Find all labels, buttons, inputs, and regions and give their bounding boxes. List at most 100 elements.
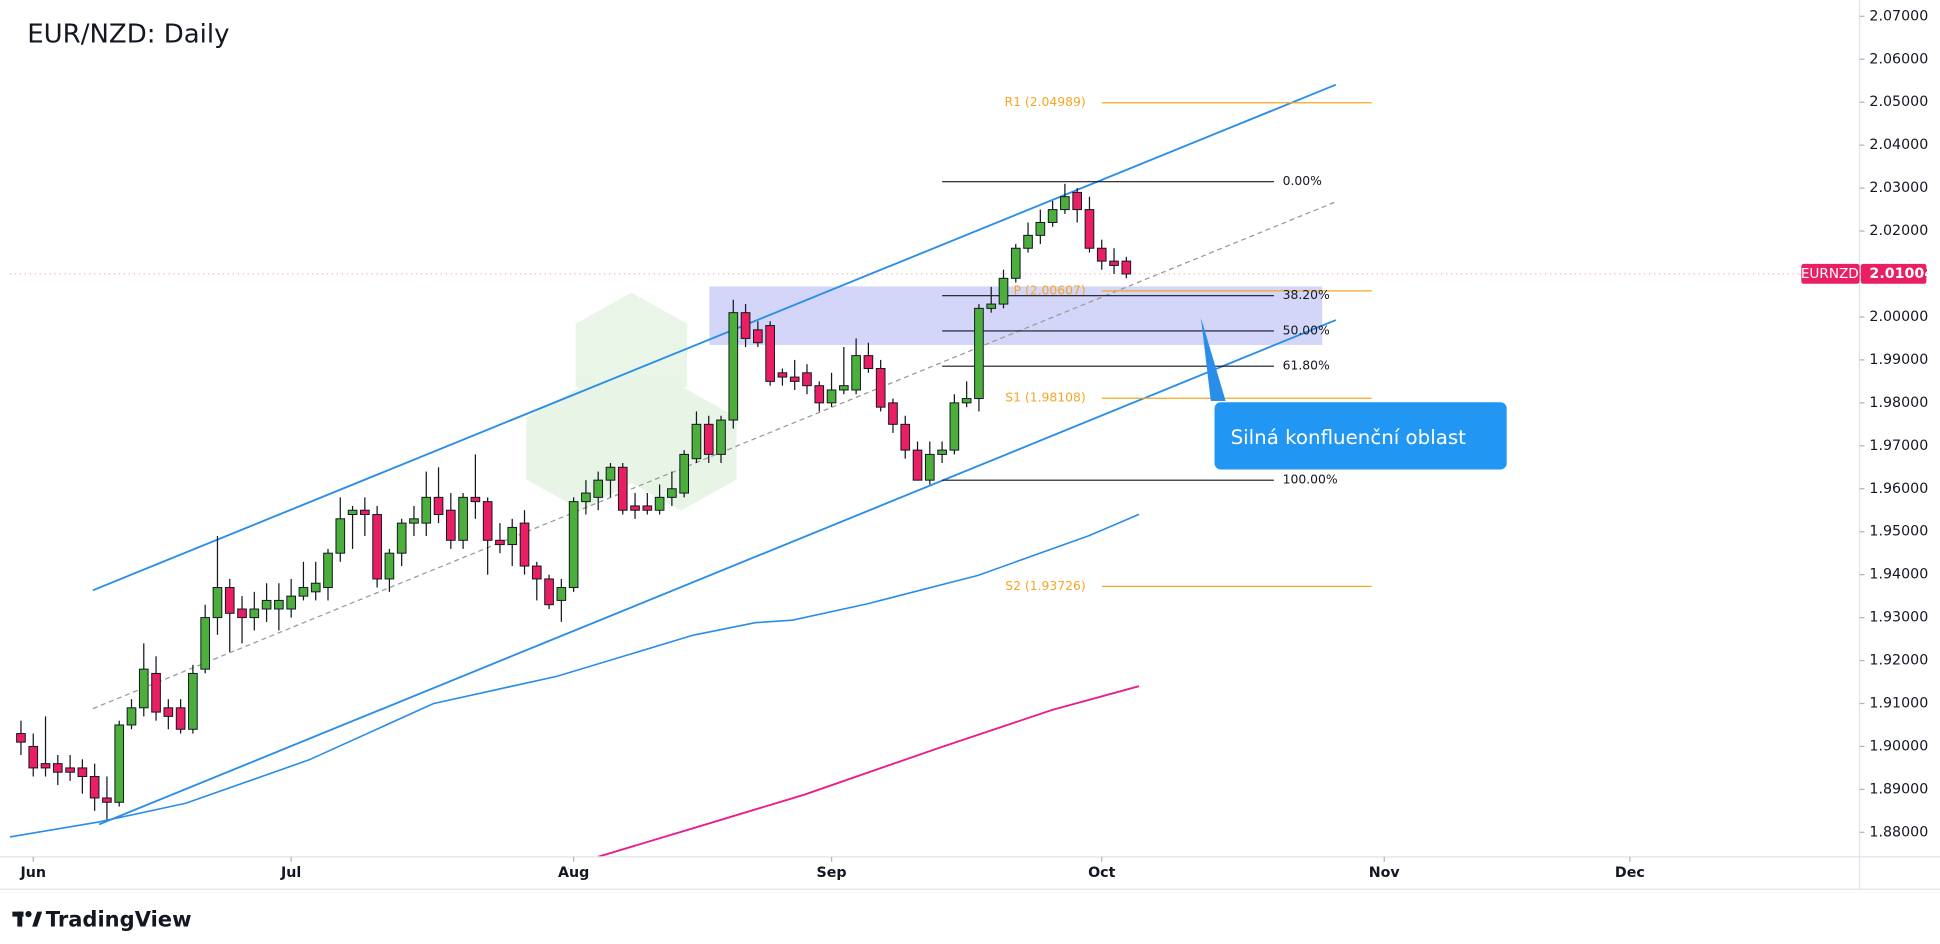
candle-body: [384, 552, 395, 580]
candle-body: [974, 307, 984, 400]
candle-body: [28, 745, 39, 769]
y-tick-label: 1.89000: [1869, 781, 1928, 797]
candle-body: [998, 277, 1009, 305]
candle-body: [642, 505, 653, 511]
y-tick-label: 2.00000: [1869, 309, 1928, 325]
y-tick-label: 1.97000: [1869, 438, 1928, 454]
candle-body: [421, 496, 432, 524]
candle-body: [163, 707, 174, 717]
candle-body: [630, 505, 640, 511]
chart-title: EUR/NZD: Daily: [27, 19, 229, 49]
y-tick-label: 1.98000: [1869, 395, 1928, 411]
candle-body: [347, 509, 358, 516]
candle-body: [1010, 247, 1021, 279]
y-tick-label: 1.88000: [1869, 824, 1928, 840]
candle-body: [875, 368, 886, 408]
candle-body: [126, 707, 137, 726]
channel-upper: [92, 83, 1337, 592]
fib-label: 0.00%: [1283, 173, 1323, 188]
x-tick-label: Oct: [1088, 865, 1116, 881]
y-tick-label: 2.04000: [1869, 137, 1928, 153]
candle-body: [495, 539, 505, 546]
candle-body: [617, 466, 628, 511]
x-tick-label: Dec: [1615, 865, 1645, 881]
candle-body: [777, 372, 788, 378]
x-tick-label: Aug: [558, 865, 589, 881]
candle-body: [581, 492, 591, 503]
candle-body: [1035, 221, 1046, 236]
candle-body: [298, 587, 309, 597]
candle-body: [667, 488, 677, 498]
y-tick-label: 2.02000: [1869, 223, 1928, 239]
x-tick-label: Sep: [817, 865, 847, 881]
candle-body: [175, 707, 186, 730]
candle-body: [593, 479, 604, 498]
y-tick-label: 1.96000: [1869, 481, 1928, 497]
candle-body: [1023, 234, 1033, 249]
candle-body: [335, 518, 346, 554]
fib-label: 38.20%: [1283, 287, 1330, 302]
x-tick-label: Nov: [1369, 865, 1401, 881]
candle-body: [654, 496, 665, 511]
candle-body: [863, 355, 874, 369]
candle-body: [728, 312, 739, 421]
channel-lower: [98, 319, 1337, 826]
candle-body: [765, 325, 775, 382]
candle-body: [200, 617, 211, 670]
candle-body: [1060, 196, 1070, 211]
candle-body: [1096, 247, 1107, 262]
candle-body: [212, 587, 223, 619]
candle-body: [249, 608, 260, 619]
candle-body: [445, 509, 456, 541]
callout-box: [1214, 402, 1507, 470]
candle-body: [323, 552, 333, 589]
candle-body: [40, 763, 51, 769]
candle-body: [237, 608, 247, 619]
pivot-label: S2 (1.93726): [1005, 578, 1085, 593]
candle-body: [851, 355, 861, 391]
candle-body: [961, 398, 972, 404]
candle-body: [1109, 260, 1119, 266]
candle-body: [274, 599, 284, 610]
plot: R1 (2.04989) P (2.00607) S1 (1.98108) S2 (1…: [16, 94, 1372, 820]
y-tick-label: 1.94000: [1869, 567, 1928, 583]
callout-pointer: [1200, 317, 1226, 402]
brand-logo: [12, 910, 43, 927]
candle-body: [568, 501, 579, 589]
candle-body: [924, 453, 935, 481]
candle-body: [888, 402, 898, 425]
candle-body: [839, 385, 849, 391]
fib-label: 61.80%: [1283, 358, 1330, 373]
symbol-tag: [1801, 263, 1860, 284]
y-tick-label: 1.90000: [1869, 738, 1928, 754]
candle-body: [912, 449, 923, 481]
candle-body: [1121, 260, 1132, 275]
candle-body: [16, 733, 26, 743]
candle-body: [396, 522, 407, 554]
x-tick-label: Jun: [19, 865, 46, 881]
y-tick-label: 2.07000: [1869, 8, 1928, 24]
x-tick-label: Jul: [280, 865, 301, 881]
candle-body: [986, 303, 997, 309]
candle-body: [224, 587, 235, 614]
brand-name: TradingView: [46, 906, 192, 931]
candle-body: [310, 582, 321, 593]
candle-body: [753, 329, 763, 344]
candle-body: [360, 509, 370, 516]
candle-body: [151, 672, 161, 713]
candle-body: [409, 518, 419, 524]
candle-body: [900, 423, 911, 451]
candle-body: [1072, 191, 1083, 211]
candle-body: [261, 599, 272, 610]
y-tick-label: 1.93000: [1869, 610, 1928, 626]
candle-body: [52, 763, 63, 773]
candle-body: [789, 376, 800, 382]
candle-body: [716, 419, 726, 455]
candle-body: [556, 587, 567, 601]
candle-body: [679, 453, 689, 494]
candle-body: [1084, 209, 1095, 249]
channel-mid: [92, 201, 1337, 710]
candle-body: [703, 423, 714, 455]
